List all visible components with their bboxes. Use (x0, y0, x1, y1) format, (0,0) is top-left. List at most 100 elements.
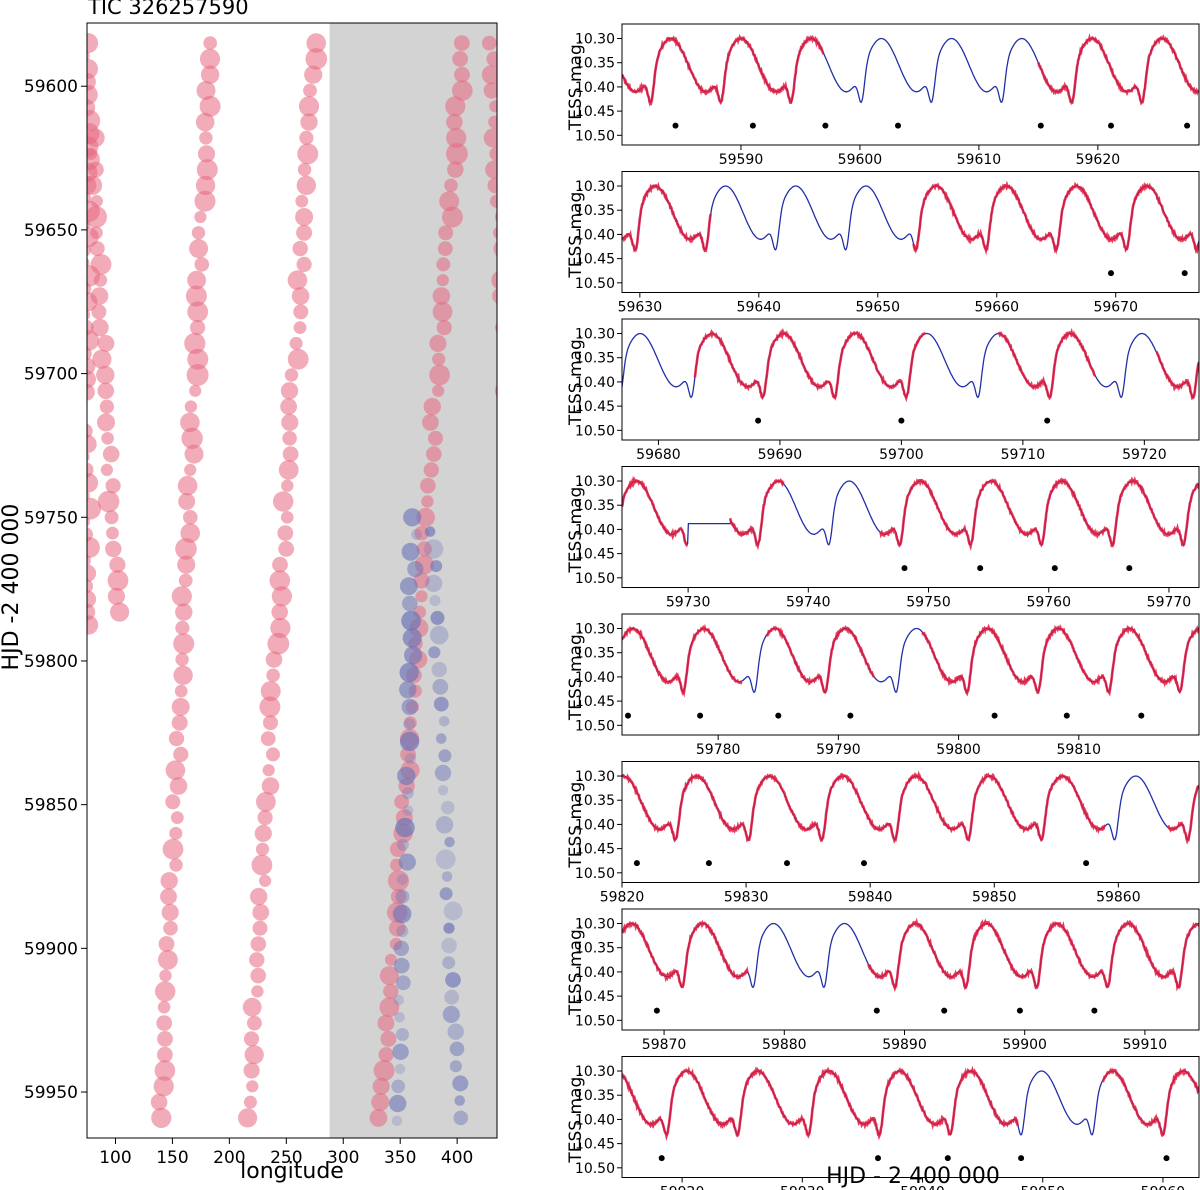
panel-data (622, 180, 1199, 277)
spot-point (425, 574, 443, 593)
panel-x-tick-label: 59640 (737, 300, 782, 316)
spot-point (383, 983, 399, 1000)
spot-point (87, 537, 100, 558)
spot-point (393, 940, 409, 956)
spot-point (87, 497, 101, 520)
panel-x-tick-label: 59610 (957, 152, 1002, 168)
panel-x-tick-label: 59710 (1001, 447, 1046, 463)
spot-point (399, 662, 419, 683)
spot-point (439, 887, 453, 901)
light-curve-x-axis-label: HJD - 2 400 000 (826, 1164, 1000, 1189)
y-tick-label: 59800 (24, 652, 78, 672)
panel-y-tick-label: 10.50 (575, 423, 615, 439)
spot-point (105, 540, 122, 558)
spot-point (452, 80, 473, 101)
panel-y-tick-label: 10.30 (575, 32, 615, 48)
spot-point (512, 634, 532, 654)
spot-point (500, 412, 521, 433)
spot-point (189, 239, 209, 259)
spot-point (400, 577, 418, 596)
spot-point (87, 434, 97, 454)
spot-point (87, 309, 91, 321)
panel-x-tick-label: 59820 (600, 890, 645, 906)
spot-point (97, 382, 115, 400)
spot-point (251, 854, 273, 876)
spot-point (87, 243, 91, 257)
panel-y-tick-label: 10.35 (575, 56, 615, 72)
spot-point (190, 320, 206, 336)
spot-point (161, 903, 179, 922)
spot-point (168, 730, 185, 747)
panel-y-tick-label: 10.45 (575, 989, 615, 1005)
spot-point (437, 785, 449, 796)
spot-point (109, 556, 126, 573)
spot-point (278, 541, 295, 557)
spot-point (157, 1000, 171, 1014)
spot-point (199, 131, 213, 145)
spot-point (452, 51, 468, 67)
spot-point (438, 225, 454, 241)
spot-point (281, 479, 294, 492)
panel-y-axis-label: TESS mag. (566, 39, 586, 131)
spot-point (106, 526, 119, 540)
spot-point (443, 901, 463, 921)
spot-point (175, 538, 197, 560)
spot-point (378, 1047, 394, 1063)
panel-y-axis-label: TESS mag. (566, 629, 586, 721)
spot-point (426, 446, 442, 462)
spot-point (379, 997, 400, 1018)
spot-point (100, 463, 113, 476)
eclipse-marker (1037, 122, 1044, 129)
panel-y-tick-label: 10.35 (575, 646, 615, 662)
spot-point (296, 256, 312, 272)
eclipse-marker (1044, 417, 1051, 424)
spot-point (252, 904, 270, 921)
spot-point (507, 570, 528, 591)
spot-point (87, 346, 92, 361)
panel-frame (621, 318, 1200, 441)
spot-point (403, 716, 417, 730)
panel-y-tick-label: 10.40 (575, 522, 615, 538)
eclipse-marker (1181, 270, 1188, 277)
spot-point (429, 334, 447, 352)
panel-x-tick-label: 59650 (856, 300, 901, 316)
spot-point (262, 764, 275, 777)
spot-point (446, 127, 467, 148)
spot-point (447, 1023, 464, 1040)
spot-point (452, 1075, 469, 1092)
light-curve-panel: 59590 59600 59610 59620 10.30 10.35 10.40 10.45… (566, 23, 1200, 168)
spot-point (437, 241, 453, 256)
spot-point (377, 1014, 395, 1032)
spot-point (396, 838, 409, 851)
spot-point (501, 369, 514, 382)
eclipse-marker (873, 1007, 880, 1014)
eclipse-marker (944, 1155, 951, 1162)
panel-x-tick-label: 59890 (882, 1037, 927, 1053)
spot-point (380, 1030, 397, 1047)
spot-point (402, 628, 422, 648)
spot-point (392, 904, 412, 924)
spot-point (90, 287, 109, 305)
light-curve-panel: 59680 59690 59700 59710 59720 10.30 10.35 10.40… (566, 318, 1200, 463)
spot-point (269, 570, 291, 591)
spot-point (97, 413, 115, 432)
spot-point (442, 1005, 460, 1024)
panel-y-tick-label: 10.40 (575, 375, 615, 391)
eclipse-marker (898, 417, 905, 424)
panel-y-tick-label: 10.45 (575, 252, 615, 268)
observed-light-curve (622, 770, 1199, 845)
spot-point (249, 952, 265, 968)
light-curve-panel: 59920 59930 59940 59950 59960 10.30 10.35 10.40… (566, 1056, 1200, 1190)
panel-y-axis-label: TESS mag. (566, 334, 586, 426)
spot-point (256, 791, 276, 812)
spot-point (102, 445, 120, 463)
panel-data (622, 917, 1199, 1014)
chart-title: TIC 326257590 (87, 0, 249, 19)
panel-y-tick-label: 10.50 (575, 571, 615, 587)
eclipse-marker (1091, 1007, 1098, 1014)
spot-point (293, 304, 309, 320)
spot-point (431, 661, 447, 678)
x-tick-label: 200 (213, 1148, 245, 1168)
spot-point (93, 273, 108, 287)
panel-y-tick-label: 10.35 (575, 498, 615, 514)
